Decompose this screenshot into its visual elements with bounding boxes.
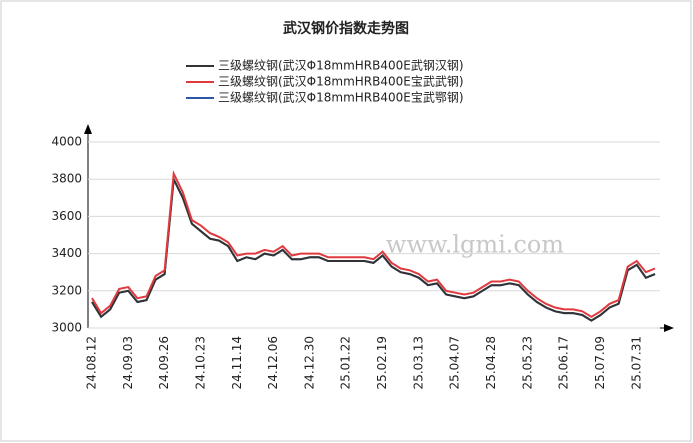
y-tick-label: 3800 bbox=[51, 172, 82, 186]
x-tick-label: 24.09.03 bbox=[121, 336, 135, 389]
series-line bbox=[91, 169, 656, 318]
x-tick-label: 25.04.28 bbox=[484, 336, 498, 389]
x-tick-label: 25.05.23 bbox=[520, 336, 534, 389]
x-tick-label: 25.07.31 bbox=[629, 336, 643, 389]
x-tick-label: 24.12.30 bbox=[302, 336, 316, 389]
x-tick-label: 25.07.09 bbox=[593, 336, 607, 389]
x-tick-label: 25.06.17 bbox=[557, 336, 571, 389]
y-tick-label: 3600 bbox=[51, 209, 82, 223]
y-tick-label: 3200 bbox=[51, 283, 82, 297]
y-axis-arrow bbox=[84, 124, 92, 134]
x-tick-label: 25.04.07 bbox=[448, 336, 462, 389]
x-tick-label: 25.02.19 bbox=[375, 336, 389, 389]
x-tick-label: 25.03.13 bbox=[411, 336, 425, 389]
watermark: www.lgmi.com bbox=[386, 231, 564, 259]
x-tick-label: 24.11.14 bbox=[230, 336, 244, 389]
legend-label: 三级螺纹钢(武汉Φ18mmHRB400E武钢汉钢) bbox=[218, 59, 464, 73]
chart-title: 武汉钢价指数走势图 bbox=[283, 20, 409, 37]
legend-label: 三级螺纹钢(武汉Φ18mmHRB400E宝武武钢) bbox=[218, 75, 464, 89]
x-axis-arrow bbox=[664, 324, 674, 332]
x-tick-label: 24.12.06 bbox=[266, 336, 280, 389]
x-tick-label: 24.10.23 bbox=[193, 336, 207, 389]
series-line bbox=[91, 175, 656, 322]
y-tick-label: 4000 bbox=[51, 135, 82, 149]
x-tick-label: 24.09.26 bbox=[157, 336, 171, 389]
y-tick-label: 3000 bbox=[51, 321, 82, 335]
x-tick-label: 24.08.12 bbox=[85, 336, 99, 389]
legend-label: 三级螺纹钢(武汉Φ18mmHRB400E宝武鄂钢) bbox=[218, 91, 464, 105]
y-tick-label: 3400 bbox=[51, 246, 82, 260]
x-tick-label: 25.01.22 bbox=[339, 336, 353, 389]
